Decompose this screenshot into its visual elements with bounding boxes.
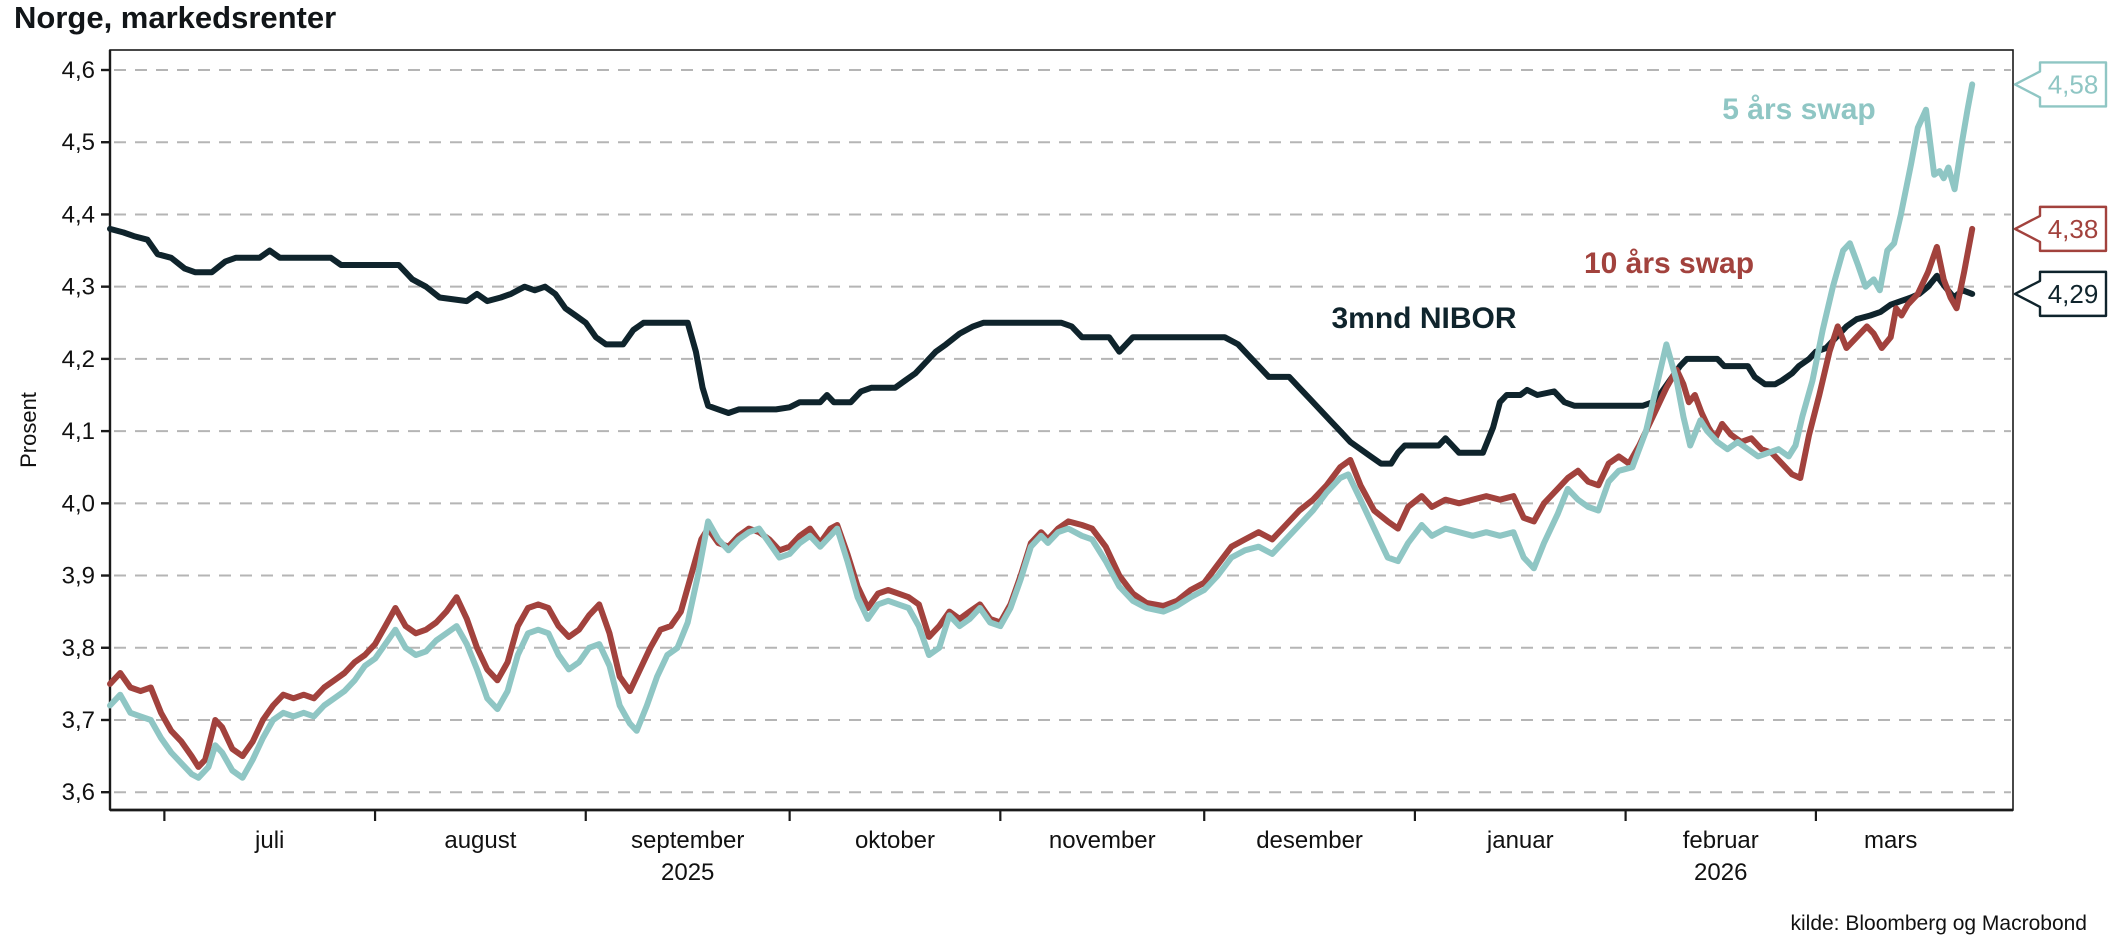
end-callout-value: 4,29 (2048, 279, 2099, 309)
x-month-label: mars (1864, 827, 1917, 854)
x-month-label: september (631, 827, 744, 854)
y-tick-label: 3,9 (62, 563, 95, 590)
y-gridlines (114, 69, 2011, 794)
x-year-label: 2025 (661, 859, 714, 886)
series-label-10-ars-swap: 10 års swap (1584, 247, 1754, 280)
x-month-label: august (444, 827, 516, 854)
end-callout-box (2013, 270, 2108, 318)
x-axis: juli august september 2025 oktober november de… (163, 810, 1917, 886)
y-axis-title: Prosent (16, 392, 41, 468)
x-month-label: januar (1486, 827, 1554, 854)
end-callout-box (2013, 61, 2108, 108)
end-callout-5-ars-swap: 4,58 (2013, 61, 2108, 108)
y-tick-label: 4,5 (62, 129, 95, 156)
y-tick-label: 4,0 (62, 490, 95, 517)
y-axis: 4,6 4,5 4,4 4,3 4,2 4,1 4,0 3,9 3,8 3,7 3,6 (62, 57, 110, 806)
source-credit: kilde: Bloomberg og Macrobond (1790, 912, 2087, 935)
x-month-label: desember (1256, 827, 1363, 854)
y-tick-label: 4,4 (62, 201, 95, 228)
end-callout-3mnd-nibor: 4,29 (2013, 270, 2108, 318)
y-tick-label: 3,7 (62, 707, 95, 734)
series-line-10-ars-swap (107, 225, 1976, 770)
y-tick-label: 4,6 (62, 57, 95, 84)
x-month-label: juli (254, 827, 284, 854)
y-tick-label: 4,1 (62, 418, 95, 445)
series-3mnd-nibor (107, 225, 1976, 467)
y-tick-label: 3,8 (62, 635, 95, 662)
y-tick-label: 3,6 (62, 779, 95, 806)
end-callout-box (2013, 205, 2108, 253)
end-callout-10-ars-swap: 4,38 (2013, 205, 2108, 253)
series-label-5-ars-swap: 5 års swap (1722, 93, 1875, 126)
series-label-3mnd-nibor: 3mnd NIBOR (1331, 302, 1516, 335)
y-tick-label: 4,3 (62, 274, 95, 301)
x-month-label: februar (1683, 827, 1759, 854)
end-callout-value: 4,58 (2048, 69, 2099, 99)
series-line-5-ars-swap (107, 81, 1976, 781)
series-line-3mnd-nibor (107, 225, 1976, 467)
y-tick-label: 4,2 (62, 346, 95, 373)
x-month-label: oktober (855, 827, 935, 854)
chart-title: Norge, markedsrenter (14, 0, 337, 35)
x-month-label: november (1049, 827, 1156, 854)
end-callout-value: 4,38 (2048, 214, 2099, 244)
series-5-ars-swap (107, 81, 1976, 781)
series-10-ars-swap (107, 225, 1976, 770)
x-year-label: 2026 (1694, 859, 1747, 886)
